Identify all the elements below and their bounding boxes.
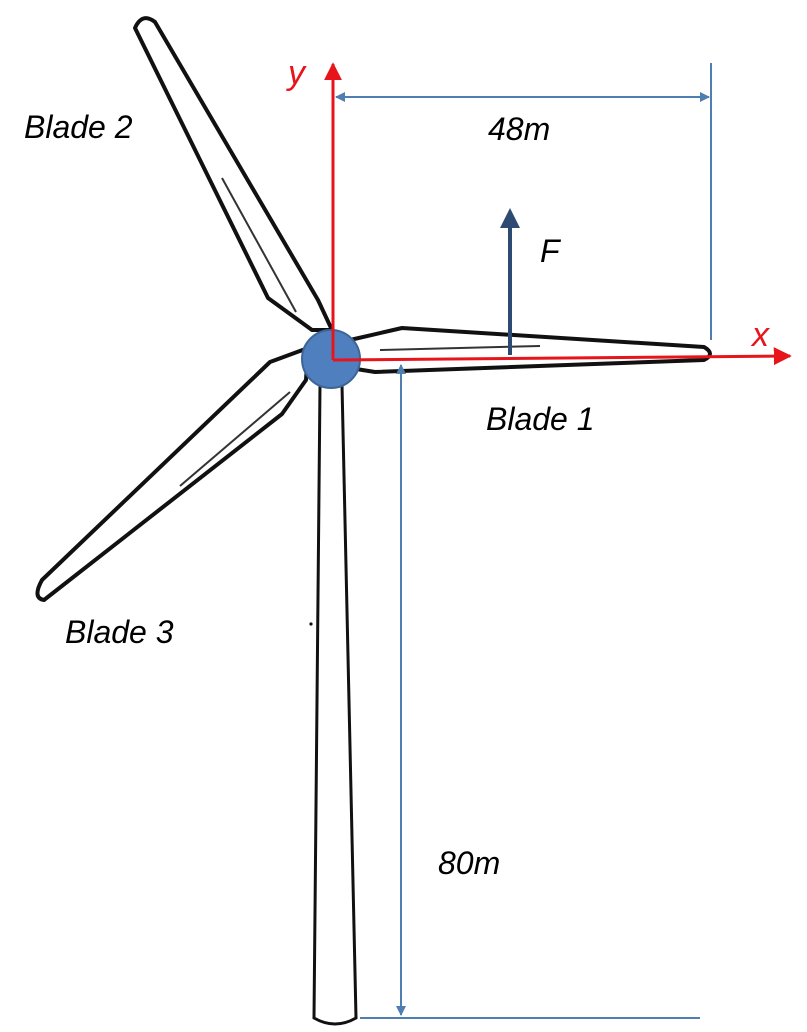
- y-axis-label: y: [286, 54, 307, 92]
- tower-dot: [309, 622, 313, 626]
- blade-2-shape: [133, 16, 334, 332]
- force-label: F: [540, 233, 562, 269]
- blade-3-label: Blade 3: [65, 614, 174, 650]
- blade-1-rib: [379, 345, 541, 351]
- blade-1-label: Blade 1: [486, 401, 595, 437]
- blade-1-shape: [348, 326, 712, 374]
- blade-2-rib: [221, 177, 297, 313]
- blade-2-label: Blade 2: [24, 109, 133, 145]
- tower-height-label: 80m: [438, 845, 500, 881]
- blade-3-rib: [179, 391, 291, 487]
- blade-length-label: 48m: [488, 111, 550, 147]
- blade-3-shape: [35, 346, 310, 602]
- x-axis-arrow: [332, 347, 792, 366]
- x-axis-label: x: [750, 316, 770, 354]
- tower: [312, 383, 358, 1026]
